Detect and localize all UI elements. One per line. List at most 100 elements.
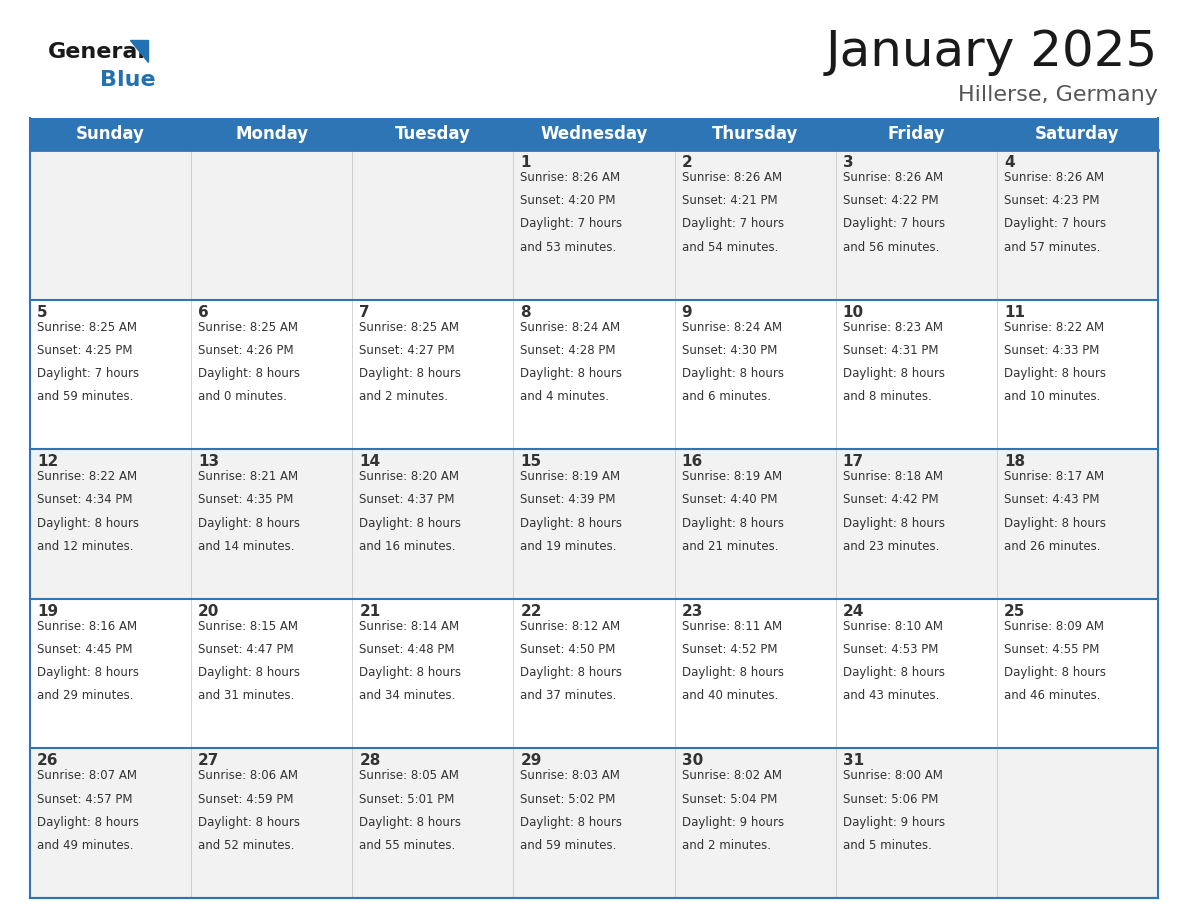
Polygon shape — [129, 40, 148, 62]
Text: Sunrise: 8:19 AM: Sunrise: 8:19 AM — [520, 470, 620, 483]
Text: Sunrise: 8:14 AM: Sunrise: 8:14 AM — [359, 620, 460, 633]
Text: Daylight: 8 hours: Daylight: 8 hours — [1004, 367, 1106, 380]
Text: 2: 2 — [682, 155, 693, 170]
Text: Sunset: 4:39 PM: Sunset: 4:39 PM — [520, 493, 615, 507]
Text: Sunrise: 8:17 AM: Sunrise: 8:17 AM — [1004, 470, 1104, 483]
Text: Daylight: 8 hours: Daylight: 8 hours — [37, 666, 139, 679]
Text: Sunset: 4:55 PM: Sunset: 4:55 PM — [1004, 643, 1099, 656]
Text: Daylight: 8 hours: Daylight: 8 hours — [842, 517, 944, 530]
Text: Sunset: 4:34 PM: Sunset: 4:34 PM — [37, 493, 133, 507]
Text: Daylight: 8 hours: Daylight: 8 hours — [520, 666, 623, 679]
Text: Sunset: 4:57 PM: Sunset: 4:57 PM — [37, 792, 133, 806]
Text: and 31 minutes.: and 31 minutes. — [198, 689, 295, 702]
Text: Daylight: 7 hours: Daylight: 7 hours — [37, 367, 139, 380]
Text: Sunrise: 8:22 AM: Sunrise: 8:22 AM — [1004, 320, 1104, 333]
Text: and 2 minutes.: and 2 minutes. — [682, 839, 771, 852]
Text: and 54 minutes.: and 54 minutes. — [682, 241, 778, 253]
Text: Sunrise: 8:22 AM: Sunrise: 8:22 AM — [37, 470, 137, 483]
Text: 30: 30 — [682, 754, 703, 768]
Text: Daylight: 8 hours: Daylight: 8 hours — [682, 666, 784, 679]
Text: Sunset: 5:04 PM: Sunset: 5:04 PM — [682, 792, 777, 806]
Text: Sunset: 4:26 PM: Sunset: 4:26 PM — [198, 343, 293, 357]
Text: Daylight: 8 hours: Daylight: 8 hours — [37, 816, 139, 829]
Text: Daylight: 8 hours: Daylight: 8 hours — [359, 517, 461, 530]
Text: Daylight: 8 hours: Daylight: 8 hours — [682, 367, 784, 380]
Text: Daylight: 8 hours: Daylight: 8 hours — [198, 517, 301, 530]
Text: Sunrise: 8:25 AM: Sunrise: 8:25 AM — [37, 320, 137, 333]
Text: Sunrise: 8:11 AM: Sunrise: 8:11 AM — [682, 620, 782, 633]
Text: Hillerse, Germany: Hillerse, Germany — [959, 85, 1158, 105]
Text: and 6 minutes.: and 6 minutes. — [682, 390, 771, 403]
Text: Saturday: Saturday — [1035, 125, 1119, 143]
Text: 6: 6 — [198, 305, 209, 319]
Text: and 56 minutes.: and 56 minutes. — [842, 241, 939, 253]
Text: and 52 minutes.: and 52 minutes. — [198, 839, 295, 852]
Text: Daylight: 8 hours: Daylight: 8 hours — [198, 666, 301, 679]
Text: and 43 minutes.: and 43 minutes. — [842, 689, 939, 702]
FancyBboxPatch shape — [30, 299, 1158, 449]
Text: 21: 21 — [359, 604, 380, 619]
Text: and 21 minutes.: and 21 minutes. — [682, 540, 778, 553]
Text: Sunrise: 8:18 AM: Sunrise: 8:18 AM — [842, 470, 943, 483]
Text: Sunrise: 8:03 AM: Sunrise: 8:03 AM — [520, 769, 620, 782]
Text: 3: 3 — [842, 155, 853, 170]
Text: and 34 minutes.: and 34 minutes. — [359, 689, 456, 702]
Text: 31: 31 — [842, 754, 864, 768]
Text: and 12 minutes.: and 12 minutes. — [37, 540, 133, 553]
Text: Sunrise: 8:00 AM: Sunrise: 8:00 AM — [842, 769, 942, 782]
Text: Sunset: 5:01 PM: Sunset: 5:01 PM — [359, 792, 455, 806]
Text: and 59 minutes.: and 59 minutes. — [37, 390, 133, 403]
Text: 10: 10 — [842, 305, 864, 319]
Text: Sunset: 4:37 PM: Sunset: 4:37 PM — [359, 493, 455, 507]
Text: Sunset: 4:35 PM: Sunset: 4:35 PM — [198, 493, 293, 507]
Text: Daylight: 8 hours: Daylight: 8 hours — [520, 367, 623, 380]
FancyBboxPatch shape — [30, 449, 1158, 599]
Text: Daylight: 8 hours: Daylight: 8 hours — [359, 367, 461, 380]
Text: Sunset: 4:25 PM: Sunset: 4:25 PM — [37, 343, 133, 357]
Text: and 59 minutes.: and 59 minutes. — [520, 839, 617, 852]
Text: Sunset: 4:20 PM: Sunset: 4:20 PM — [520, 195, 615, 207]
Text: Daylight: 9 hours: Daylight: 9 hours — [842, 816, 944, 829]
Text: Sunset: 4:22 PM: Sunset: 4:22 PM — [842, 195, 939, 207]
FancyBboxPatch shape — [30, 118, 1158, 150]
Text: and 26 minutes.: and 26 minutes. — [1004, 540, 1100, 553]
Text: 4: 4 — [1004, 155, 1015, 170]
Text: Blue: Blue — [100, 70, 156, 90]
Text: Wednesday: Wednesday — [541, 125, 647, 143]
Text: Sunrise: 8:06 AM: Sunrise: 8:06 AM — [198, 769, 298, 782]
Text: Sunset: 4:27 PM: Sunset: 4:27 PM — [359, 343, 455, 357]
Text: 15: 15 — [520, 454, 542, 469]
Text: Daylight: 7 hours: Daylight: 7 hours — [842, 218, 944, 230]
Text: 28: 28 — [359, 754, 380, 768]
Text: 13: 13 — [198, 454, 220, 469]
Text: Sunset: 4:28 PM: Sunset: 4:28 PM — [520, 343, 615, 357]
Text: 18: 18 — [1004, 454, 1025, 469]
Text: and 46 minutes.: and 46 minutes. — [1004, 689, 1100, 702]
Text: 26: 26 — [37, 754, 58, 768]
Text: 29: 29 — [520, 754, 542, 768]
Text: Sunset: 4:42 PM: Sunset: 4:42 PM — [842, 493, 939, 507]
Text: Daylight: 8 hours: Daylight: 8 hours — [1004, 517, 1106, 530]
Text: and 55 minutes.: and 55 minutes. — [359, 839, 455, 852]
Text: Sunrise: 8:16 AM: Sunrise: 8:16 AM — [37, 620, 137, 633]
FancyBboxPatch shape — [30, 599, 1158, 748]
Text: 1: 1 — [520, 155, 531, 170]
Text: Monday: Monday — [235, 125, 308, 143]
Text: and 23 minutes.: and 23 minutes. — [842, 540, 939, 553]
Text: Sunset: 5:02 PM: Sunset: 5:02 PM — [520, 792, 615, 806]
Text: and 37 minutes.: and 37 minutes. — [520, 689, 617, 702]
Text: Sunrise: 8:23 AM: Sunrise: 8:23 AM — [842, 320, 943, 333]
Text: 8: 8 — [520, 305, 531, 319]
Text: 19: 19 — [37, 604, 58, 619]
Text: Thursday: Thursday — [712, 125, 798, 143]
Text: Sunset: 4:21 PM: Sunset: 4:21 PM — [682, 195, 777, 207]
Text: Daylight: 8 hours: Daylight: 8 hours — [1004, 666, 1106, 679]
Text: and 49 minutes.: and 49 minutes. — [37, 839, 133, 852]
Text: 24: 24 — [842, 604, 864, 619]
Text: 22: 22 — [520, 604, 542, 619]
Text: 12: 12 — [37, 454, 58, 469]
Text: 20: 20 — [198, 604, 220, 619]
Text: Sunset: 4:50 PM: Sunset: 4:50 PM — [520, 643, 615, 656]
Text: Sunrise: 8:02 AM: Sunrise: 8:02 AM — [682, 769, 782, 782]
Text: Sunday: Sunday — [76, 125, 145, 143]
